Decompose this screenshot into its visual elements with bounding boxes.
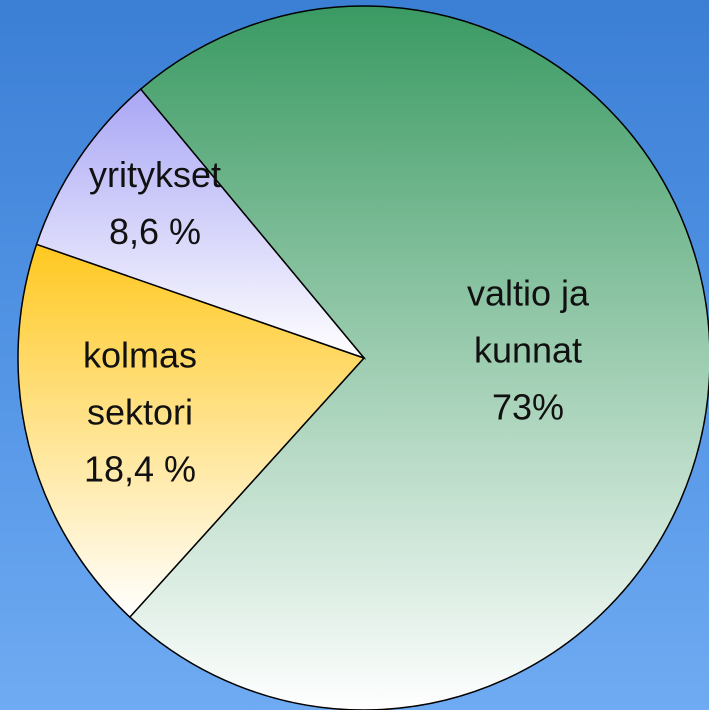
slice-category: kolmas sektori: [45, 327, 235, 441]
slice-value: 73%: [433, 379, 623, 436]
page: (() => { const data = JSON.parse(documen…: [0, 0, 709, 710]
slice-category: yritykset: [60, 146, 250, 203]
slice-value: 18,4 %: [45, 441, 235, 498]
slice-value: 8,6 %: [60, 203, 250, 260]
slice-category: valtio ja kunnat: [433, 265, 623, 379]
